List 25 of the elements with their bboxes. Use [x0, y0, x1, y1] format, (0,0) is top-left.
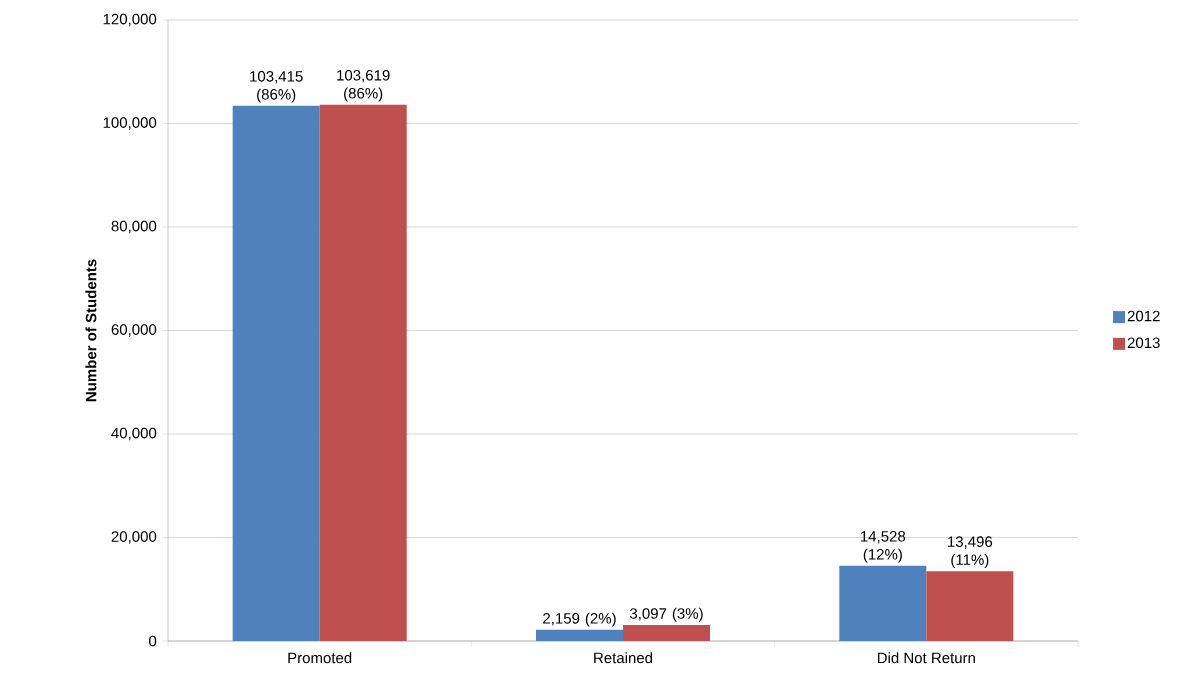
y-axis-title: Number of Students	[85, 259, 97, 402]
y-tick-label: 60,000	[111, 324, 157, 337]
data-label: 13,496 (11%)	[948, 536, 993, 568]
bar	[623, 624, 710, 641]
y-tick-label: 0	[149, 635, 157, 647]
y-tick-label: 100,000	[103, 117, 157, 130]
bar	[839, 565, 927, 641]
legend-label: 2012	[1127, 310, 1160, 322]
data-label: 3,097 (3%)	[629, 607, 703, 622]
legend-label: 2013	[1127, 337, 1160, 349]
x-tick-label: Promoted	[288, 652, 352, 664]
y-tick-label: 120,000	[103, 13, 157, 27]
y-tick-label: 80,000	[111, 220, 157, 234]
data-label: 14,528 (12%)	[861, 531, 906, 563]
bar	[232, 105, 320, 641]
bar	[536, 629, 623, 641]
x-tick-label: Retained	[594, 652, 653, 664]
x-tick-label: Did Not Return	[877, 652, 975, 664]
bar	[926, 571, 1014, 641]
data-label: 103,415 (86%)	[250, 71, 303, 103]
data-label: 2,159 (2%)	[543, 612, 616, 627]
data-label: 103,619 (86%)	[337, 69, 390, 102]
y-tick-label: 20,000	[111, 531, 157, 544]
bar	[319, 104, 407, 641]
y-tick-label: 40,000	[111, 427, 157, 441]
